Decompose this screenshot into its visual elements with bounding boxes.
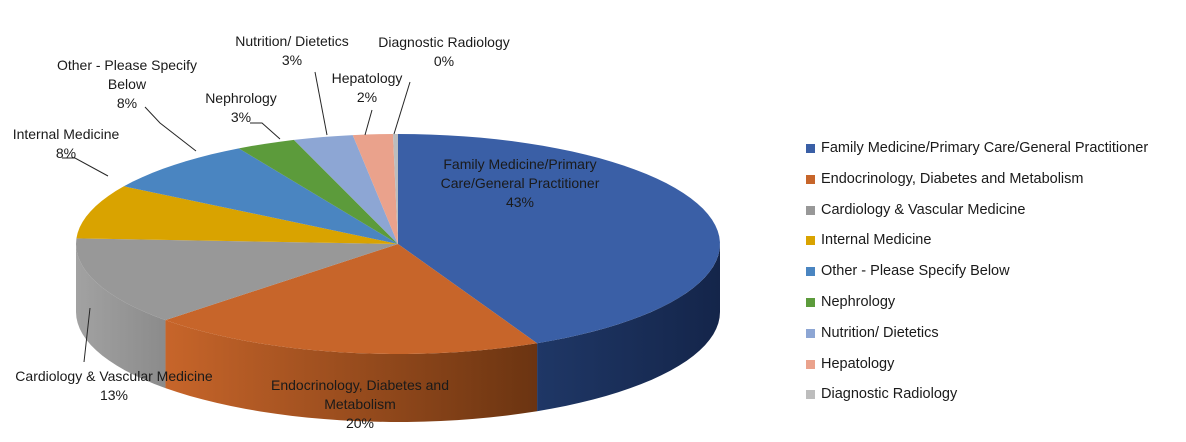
data-label-endocrinology: Endocrinology, Diabetes and Metabolism 2… bbox=[245, 376, 475, 433]
data-label-family-value: 43% bbox=[505, 194, 535, 210]
legend-label-radiology: Diagnostic Radiology bbox=[821, 386, 958, 403]
legend-swatch-internal-medicine bbox=[806, 236, 815, 246]
pie-slice-nephrology bbox=[238, 139, 398, 244]
legend-label-other: Other - Please Specify Below bbox=[821, 263, 1010, 280]
legend-label-nutrition: Nutrition/ Dietetics bbox=[821, 324, 939, 341]
data-label-nephro-name: Nephrology bbox=[205, 90, 277, 106]
legend-swatch-nephrology bbox=[806, 297, 815, 307]
data-label-internal-medicine: Internal Medicine 8% bbox=[0, 125, 132, 163]
leader-line bbox=[250, 122, 281, 140]
pie-slice-hepatology bbox=[352, 134, 398, 244]
pie-slice-endocrinology bbox=[165, 244, 538, 354]
data-label-endo-name2: Metabolism bbox=[324, 396, 396, 412]
leader-line bbox=[314, 71, 328, 136]
legend-label-endocrinology: Endocrinology, Diabetes and Metabolism bbox=[821, 170, 1084, 187]
data-label-hepatology: Hepatology 2% bbox=[318, 69, 416, 107]
legend-swatch-hepatology bbox=[806, 359, 815, 369]
data-label-nephrology: Nephrology 3% bbox=[190, 89, 292, 127]
data-label-radiology: Diagnostic Radiology 0% bbox=[366, 33, 522, 71]
legend-swatch-nutrition bbox=[806, 328, 815, 338]
legend-label-hepatology: Hepatology bbox=[821, 355, 895, 372]
data-label-endo-value: 20% bbox=[345, 415, 375, 431]
leader-line bbox=[393, 81, 411, 135]
pie-slice-nutrition bbox=[293, 135, 398, 244]
leader-line bbox=[62, 157, 109, 177]
legend-label-internal-medicine: Internal Medicine bbox=[821, 232, 932, 249]
leader-line bbox=[83, 307, 91, 363]
data-label-cardio-name: Cardiology & Vascular Medicine bbox=[15, 368, 213, 384]
pie-side-family bbox=[537, 244, 720, 412]
legend-label-family: Family Medicine/Primary Care/General Pra… bbox=[821, 140, 1149, 156]
pie-slice-internal-medicine bbox=[76, 186, 399, 244]
pie-side-cardiology bbox=[76, 244, 166, 389]
pie-slice-radiology bbox=[392, 134, 398, 244]
legend-swatch-cardiology bbox=[806, 205, 815, 215]
data-label-internal-value: 8% bbox=[55, 145, 77, 161]
data-label-other-name2: Below bbox=[107, 76, 147, 92]
data-label-hepato-value: 2% bbox=[356, 89, 378, 105]
pie-slice-other bbox=[123, 148, 399, 244]
legend-label-cardiology: Cardiology & Vascular Medicine bbox=[821, 201, 1026, 218]
data-label-radiology-value: 0% bbox=[433, 53, 455, 69]
data-label-family-name2: Care/General Practitioner bbox=[440, 175, 600, 191]
leader-line bbox=[364, 109, 373, 136]
pie-slice-cardiology bbox=[76, 238, 398, 321]
legend-swatch-endocrinology bbox=[806, 174, 815, 184]
legend-label-nephrology: Nephrology bbox=[821, 293, 896, 310]
data-label-internal-name: Internal Medicine bbox=[12, 126, 120, 142]
data-label-family: Family Medicine/Primary Care/General Pra… bbox=[410, 155, 630, 212]
data-label-nutrition-name: Nutrition/ Dietetics bbox=[235, 33, 349, 49]
data-label-other-name1: Other - Please Specify bbox=[56, 57, 198, 73]
leader-line bbox=[144, 106, 197, 152]
data-label-family-name1: Family Medicine/Primary bbox=[443, 156, 597, 172]
data-label-cardio-value: 13% bbox=[99, 387, 129, 403]
legend-swatch-other bbox=[806, 267, 815, 277]
data-label-cardiology: Cardiology & Vascular Medicine 13% bbox=[0, 367, 228, 405]
data-label-other-value: 8% bbox=[116, 95, 138, 111]
legend-swatch-radiology bbox=[806, 390, 815, 400]
data-label-radiology-name: Diagnostic Radiology bbox=[378, 34, 510, 50]
pie-slice-family bbox=[398, 134, 720, 344]
data-label-hepato-name: Hepatology bbox=[331, 70, 403, 86]
data-label-other: Other - Please Specify Below 8% bbox=[46, 56, 208, 113]
legend-swatch-family bbox=[806, 144, 815, 153]
data-label-nephro-value: 3% bbox=[230, 109, 252, 125]
data-label-nutrition-value: 3% bbox=[281, 52, 303, 68]
data-label-endo-name1: Endocrinology, Diabetes and bbox=[271, 377, 449, 393]
pie-side-endocrinology bbox=[165, 320, 538, 422]
data-label-nutrition: Nutrition/ Dietetics 3% bbox=[218, 32, 366, 70]
